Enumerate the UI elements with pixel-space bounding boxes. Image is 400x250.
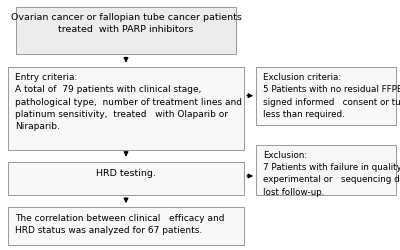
FancyBboxPatch shape [16,8,236,55]
FancyBboxPatch shape [8,208,244,245]
Text: Entry criteria:
A total of  79 patients with clinical stage,
pathological type, : Entry criteria: A total of 79 patients w… [15,73,242,130]
Text: Exclusion:
7 Patients with failure in quality control of
experimental or   seque: Exclusion: 7 Patients with failure in qu… [263,150,400,196]
FancyBboxPatch shape [8,68,244,150]
Text: The correlation between clinical   efficacy and
HRD status was analyzed for 67 p: The correlation between clinical efficac… [15,213,225,234]
FancyBboxPatch shape [256,68,396,125]
FancyBboxPatch shape [256,145,396,195]
FancyBboxPatch shape [8,162,244,195]
Text: Ovarian cancer or fallopian tube cancer patients
treated  with PARP inhibitors: Ovarian cancer or fallopian tube cancer … [10,13,242,34]
Text: HRD testing.: HRD testing. [96,168,156,177]
Text: Exclusion criteria:
5 Patients with no residual FFPE  samples, no
signed informe: Exclusion criteria: 5 Patients with no r… [263,73,400,118]
